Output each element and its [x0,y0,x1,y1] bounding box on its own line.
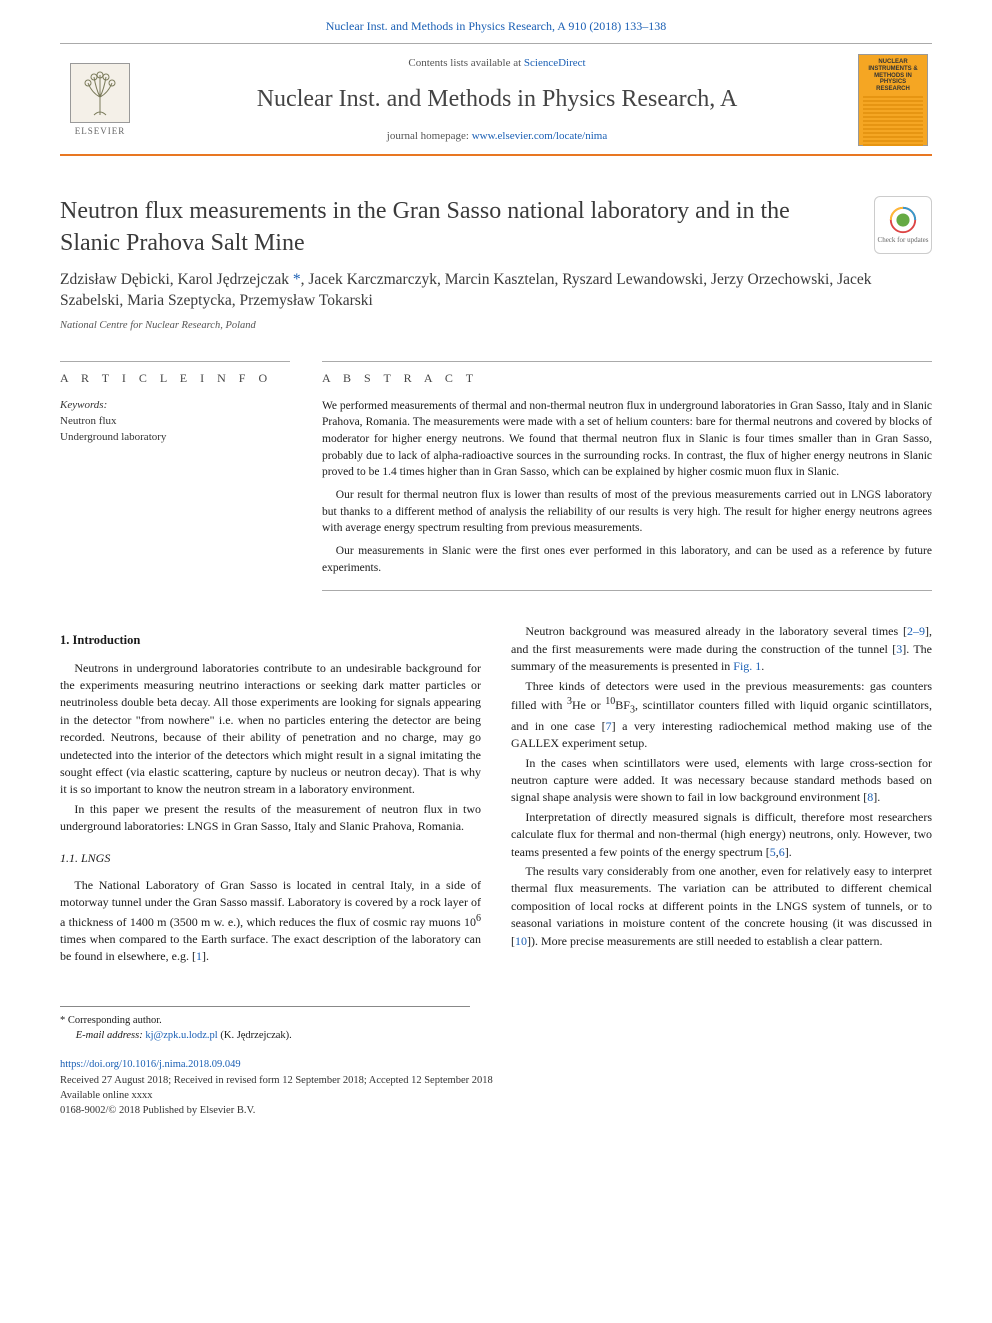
elsevier-logo: ELSEVIER [64,60,136,140]
journal-name: Nuclear Inst. and Methods in Physics Res… [150,82,844,117]
abstract-text: We performed measurements of thermal and… [322,398,932,577]
doi-link[interactable]: https://doi.org/10.1016/j.nima.2018.09.0… [60,1059,241,1070]
fig-1-link[interactable]: Fig. 1 [733,659,761,673]
article-info-heading: A R T I C L E I N F O [60,361,290,387]
footnotes: * Corresponding author. E-mail address: … [60,1006,470,1043]
keyword-1: Neutron flux [60,414,290,430]
elsevier-wordmark: ELSEVIER [75,125,126,138]
citation-link[interactable]: Nuclear Inst. and Methods in Physics Res… [326,19,667,33]
journal-cover-thumb: NUCLEAR INSTRUMENTS & METHODS IN PHYSICS… [858,54,928,146]
affiliation: National Centre for Nuclear Research, Po… [60,318,932,333]
ref-10[interactable]: 10 [515,934,527,948]
corresponding-mark[interactable]: * [293,271,301,288]
journal-banner: ELSEVIER Contents lists available at Sci… [60,43,932,156]
check-updates-badge[interactable]: Check for updates [874,196,932,254]
body-columns: 1. Introduction Neutrons in underground … [60,623,932,965]
authors: Zdzisław Dębicki, Karol Jędrzejczak *, J… [60,269,932,312]
article-title: Neutron flux measurements in the Gran Sa… [60,196,854,258]
running-head: Nuclear Inst. and Methods in Physics Res… [0,0,992,35]
publication-info: https://doi.org/10.1016/j.nima.2018.09.0… [60,1057,932,1118]
contents-line: Contents lists available at ScienceDirec… [150,56,844,72]
keywords-label: Keywords: [60,398,290,414]
section-intro: 1. Introduction [60,631,481,649]
homepage-link[interactable]: www.elsevier.com/locate/nima [472,130,608,142]
check-updates-label: Check for updates [878,235,929,245]
subsection-lngs: 1.1. LNGS [60,850,481,867]
keyword-2: Underground laboratory [60,430,290,446]
check-updates-icon [888,205,918,235]
abstract-heading: A B S T R A C T [322,361,932,387]
homepage-line: journal homepage: www.elsevier.com/locat… [150,129,844,145]
elsevier-tree-icon [70,63,130,123]
sciencedirect-link[interactable]: ScienceDirect [524,57,586,69]
ref-2-9[interactable]: 2–9 [907,624,925,638]
email-link[interactable]: kj@zpk.u.lodz.pl [145,1030,217,1041]
